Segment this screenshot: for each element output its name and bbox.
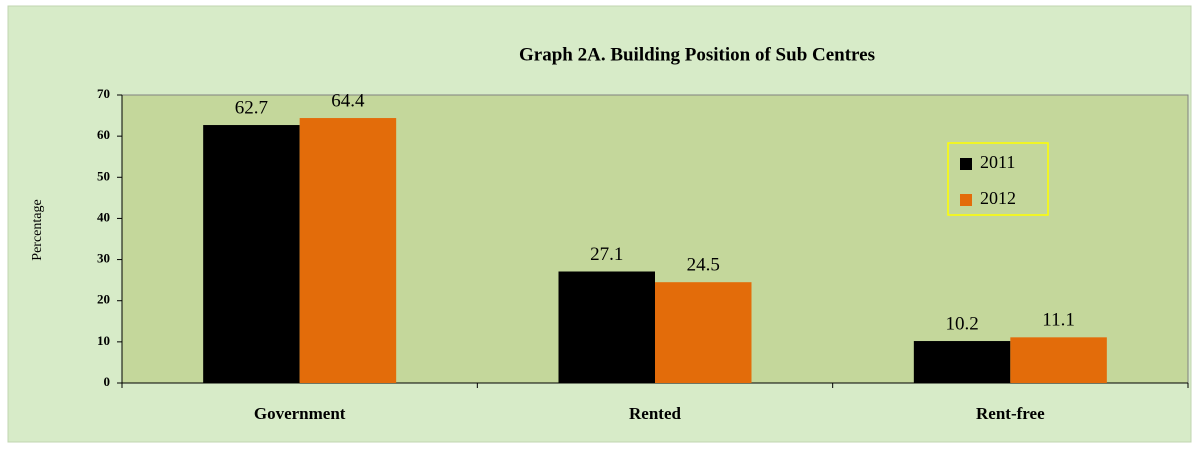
legend-swatch xyxy=(960,194,972,206)
x-tick-label: Rent-free xyxy=(976,404,1045,423)
y-tick-label: 0 xyxy=(104,374,111,389)
data-label: 10.2 xyxy=(945,313,978,334)
legend-label: 2012 xyxy=(980,188,1016,208)
data-label: 24.5 xyxy=(687,255,720,276)
data-label: 27.1 xyxy=(590,244,623,265)
legend-label: 2011 xyxy=(980,152,1015,172)
y-tick-label: 60 xyxy=(97,127,110,142)
data-label: 11.1 xyxy=(1042,310,1075,331)
x-tick-label: Rented xyxy=(629,404,681,423)
data-label: 64.4 xyxy=(331,90,365,111)
bar xyxy=(913,341,1011,383)
y-tick-label: 50 xyxy=(97,168,110,183)
y-tick-label: 20 xyxy=(97,292,110,307)
y-tick-label: 30 xyxy=(97,251,110,266)
y-axis-label: Percentage xyxy=(30,199,45,260)
bar xyxy=(299,118,397,383)
legend-box xyxy=(947,142,1049,216)
x-tick-label: Government xyxy=(254,404,346,423)
data-label: 62.7 xyxy=(235,97,268,118)
bar xyxy=(203,125,300,383)
bar xyxy=(1010,337,1107,383)
bar xyxy=(655,282,752,383)
chart-title: Graph 2A. Building Position of Sub Centr… xyxy=(519,44,875,65)
legend-swatch xyxy=(960,158,972,170)
y-tick-label: 70 xyxy=(97,86,110,101)
y-tick-label: 40 xyxy=(97,209,110,224)
y-tick-label: 10 xyxy=(97,333,110,348)
bar xyxy=(558,271,655,383)
